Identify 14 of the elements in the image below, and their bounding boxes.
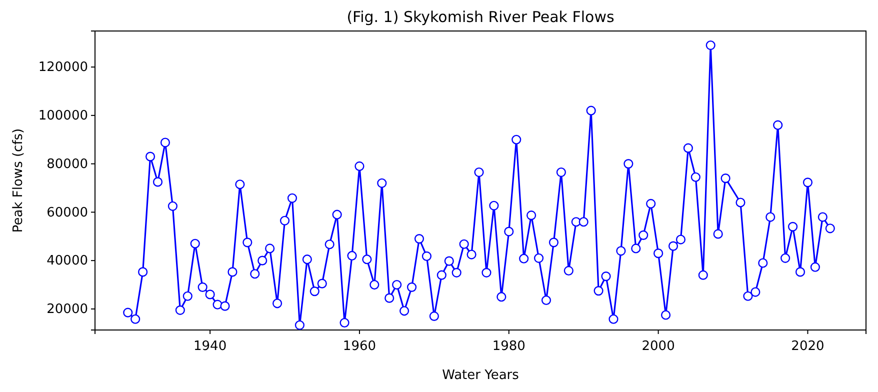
y-axis-title: Peak Flows (cfs) — [11, 128, 26, 233]
x-tick-label: 2000 — [642, 339, 675, 354]
y-tick-label: 40000 — [46, 254, 88, 269]
x-axis-title: Water Years — [442, 368, 520, 383]
x-tick-label: 1940 — [194, 339, 227, 354]
y-tick-label: 120000 — [38, 60, 88, 76]
x-tick-label: 1980 — [492, 339, 526, 354]
chart-title: (Fig. 1) Skykomish River Peak Flows — [346, 8, 614, 26]
y-tick-label: 100000 — [38, 108, 88, 124]
x-tick-label: 2020 — [791, 339, 824, 354]
y-tick-label: 80000 — [46, 156, 88, 172]
y-tick-label: 60000 — [46, 205, 88, 220]
x-tick-label: 1960 — [342, 339, 376, 354]
y-tick-label: 20000 — [46, 302, 88, 318]
